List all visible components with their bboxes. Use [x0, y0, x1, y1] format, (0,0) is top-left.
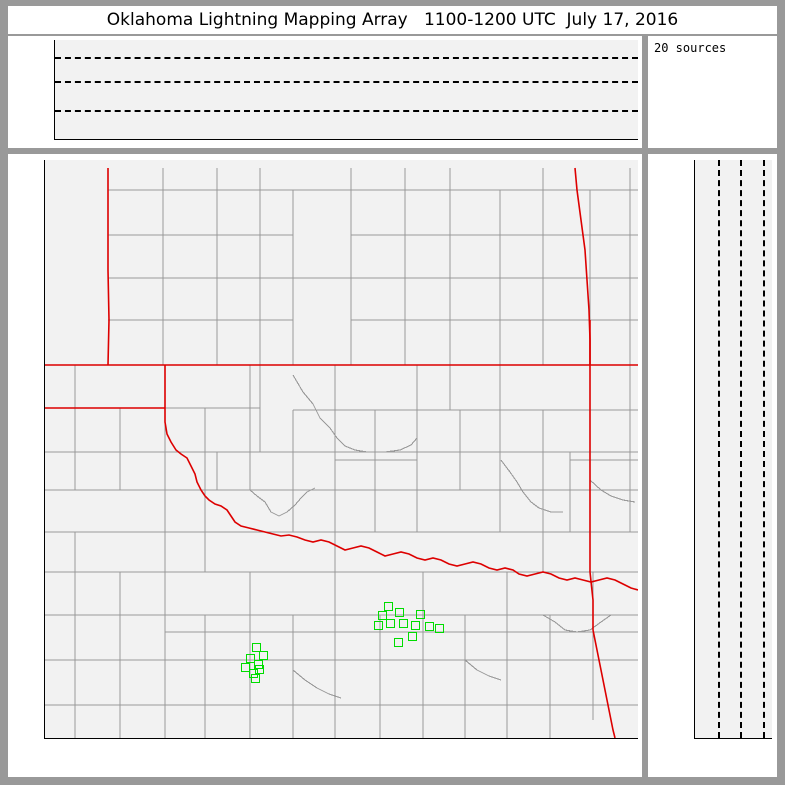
xtick-mark-top-5: [411, 139, 412, 140]
source-marker: [435, 624, 444, 633]
source-marker: [386, 619, 395, 628]
xtick-mark-map-5: [407, 738, 408, 739]
gridline-x-5: [717, 160, 720, 738]
xtick-mark-top-6: [476, 139, 477, 140]
xtick-mark-map-4: [342, 738, 343, 739]
xtick-mark-map-8: [605, 738, 606, 739]
ytick-mark-side-400: [694, 185, 695, 186]
xtick-mark-top-0: [88, 139, 89, 140]
source-marker: [246, 654, 255, 663]
source-marker: [395, 608, 404, 617]
xtick-mark-map-6: [473, 738, 474, 739]
xtick-mark-side-5: [718, 738, 719, 739]
ytick-mark-map-n100: [44, 562, 45, 563]
height-vs-y-panel: 400.0 300.0 200.0 100.0 0 -100.0 -200.0 …: [648, 154, 777, 777]
map-plot-area[interactable]: 400.0 300.0 200.0 100.0 0 -100.0 -200.0 …: [44, 160, 638, 739]
ytick-mark-side-100: [694, 411, 695, 412]
ytick-mark-map-100: [44, 411, 45, 412]
ytick-mark-side-300: [694, 261, 695, 262]
source-marker: [241, 663, 250, 672]
gridline-x-10: [740, 160, 743, 738]
ytick-mark-10: [54, 81, 55, 82]
xtick-mark-map-7: [539, 738, 540, 739]
map-panel: 400.0 300.0 200.0 100.0 0 -100.0 -200.0 …: [8, 154, 642, 777]
xtick-mark-map-2: [210, 738, 211, 739]
source-marker: [251, 674, 260, 683]
ytick-mark-side-n300: [694, 686, 695, 687]
source-marker: [408, 632, 417, 641]
ytick-mark-map-300: [44, 261, 45, 262]
ytick-mark-map-400: [44, 185, 45, 186]
source-marker: [374, 621, 383, 630]
source-marker: [252, 643, 261, 652]
source-marker: [394, 638, 403, 647]
source-marker: [384, 602, 393, 611]
ytick-mark-map-n200: [44, 637, 45, 638]
source-marker: [411, 621, 420, 630]
xtick-mark-top-3: [282, 139, 283, 140]
xtick-mark-top-1: [152, 139, 153, 140]
ytick-mark-map-n300: [44, 686, 45, 687]
xtick-mark-side-0: [695, 738, 696, 739]
source-count-panel: 20 sources: [648, 36, 777, 148]
ytick-mark-0: [54, 139, 55, 140]
ytick-mark-map-0: [44, 487, 45, 488]
source-marker: [255, 665, 264, 674]
source-marker: [399, 619, 408, 628]
xtick-mark-map-1: [144, 738, 145, 739]
xtick-mark-top-4: [347, 139, 348, 140]
source-marker: [254, 660, 263, 669]
ytick-mark-side-200: [694, 336, 695, 337]
xtick-mark-map-0: [78, 738, 79, 739]
gridline-y-15: [55, 57, 638, 60]
gridline-y-5: [55, 109, 638, 112]
page-title: Oklahoma Lightning Mapping Array 1100-12…: [106, 10, 679, 30]
ytick-mark-map-200: [44, 336, 45, 337]
gridline-x-15: [762, 160, 765, 738]
ytick-mark-side-n100: [694, 562, 695, 563]
time-height-panel: 15.0 10.0 5.0 0 -400.0 -300.0 -200.0 -10…: [8, 36, 642, 148]
source-marker: [425, 622, 434, 631]
xtick-mark-top-7: [541, 139, 542, 140]
ytick-mark-15: [54, 57, 55, 58]
title-bar: Oklahoma Lightning Mapping Array 1100-12…: [8, 6, 777, 34]
xtick-mark-top-8: [605, 139, 606, 140]
xtick-mark-side-15: [763, 738, 764, 739]
ytick-mark-side-n400: [694, 715, 695, 716]
map-geography: [45, 167, 638, 738]
xtick-mark-side-10: [740, 738, 741, 739]
gridline-y-10: [55, 80, 638, 83]
height-vs-y-plot-area[interactable]: 400.0 300.0 200.0 100.0 0 -100.0 -200.0 …: [694, 160, 772, 739]
source-marker: [416, 610, 425, 619]
ytick-mark-map-n400: [44, 715, 45, 716]
time-height-plot-area[interactable]: 15.0 10.0 5.0 0 -400.0 -300.0 -200.0 -10…: [54, 40, 638, 140]
ytick-mark-5: [54, 110, 55, 111]
source-count-label: 20 sources: [654, 41, 727, 55]
source-marker: [378, 611, 387, 620]
ytick-mark-side-0: [694, 487, 695, 488]
xtick-mark-top-2: [217, 139, 218, 140]
source-marker: [259, 651, 268, 660]
ytick-mark-side-n200: [694, 637, 695, 638]
xtick-mark-map-3: [276, 738, 277, 739]
